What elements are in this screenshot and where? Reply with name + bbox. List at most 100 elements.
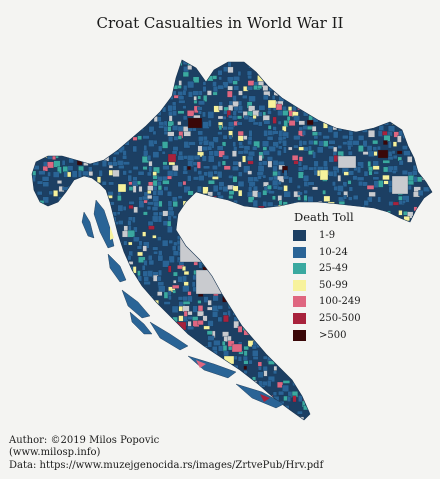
municipality-cell: [182, 405, 188, 412]
municipality-cell: [198, 211, 203, 219]
municipality-cell: [417, 105, 423, 110]
municipality-cell: [132, 136, 138, 141]
municipality-cell: [391, 405, 397, 411]
municipality-cell: [368, 116, 375, 123]
municipality-cell: [216, 145, 224, 151]
municipality-cell: [287, 339, 292, 345]
municipality-cell: [313, 381, 319, 388]
municipality-cell: [192, 176, 200, 181]
municipality-cell: [313, 160, 319, 167]
legend-swatch: [292, 278, 307, 292]
municipality-cell: [387, 406, 391, 412]
municipality-cell: [142, 80, 147, 86]
municipality-cell: [217, 70, 223, 76]
municipality-cell: [62, 245, 67, 251]
municipality-cell: [338, 422, 343, 428]
municipality-cell: [48, 315, 56, 322]
municipality-cell: [68, 215, 73, 220]
municipality-cell: [347, 346, 354, 352]
municipality-cell: [93, 105, 99, 112]
municipality-cell: [142, 406, 149, 411]
municipality-cell: [117, 351, 122, 356]
municipality-cell: [233, 401, 238, 408]
municipality-cell: [228, 305, 234, 310]
municipality-cell: [218, 105, 223, 111]
municipality-cell: [368, 106, 376, 112]
municipality-cell: [418, 60, 423, 62]
municipality-cell: [133, 226, 138, 233]
municipality-cell: [228, 190, 235, 195]
municipality-cell: [33, 331, 38, 339]
municipality-cell: [263, 270, 267, 277]
municipality-cell: [73, 340, 80, 346]
municipality-cell: [312, 60, 318, 66]
municipality-cell: [148, 225, 155, 230]
municipality-cell: [418, 190, 424, 197]
municipality-cell: [427, 396, 432, 401]
municipality-cell: [53, 319, 60, 328]
municipality-cell: [117, 195, 122, 201]
municipality-cell: [378, 180, 384, 188]
municipality-cell: [297, 196, 301, 201]
municipality-cell: [257, 165, 265, 173]
municipality-cell: [276, 215, 284, 221]
municipality-cell: [202, 400, 209, 407]
municipality-cell: [243, 345, 249, 351]
municipality-cell: [172, 421, 176, 424]
municipality-cell: [167, 200, 173, 208]
municipality-cell: [178, 401, 186, 408]
municipality-cell: [162, 61, 169, 69]
municipality-cell: [143, 199, 148, 204]
municipality-cell: [401, 351, 410, 359]
municipality-cell: [168, 396, 174, 403]
municipality-cell: [197, 185, 202, 193]
municipality-cell: [357, 71, 364, 77]
municipality-cell: [43, 236, 50, 244]
municipality-cell: [93, 320, 98, 327]
municipality-cell: [292, 395, 297, 403]
municipality-cell: [222, 211, 229, 215]
municipality-cell: [297, 60, 304, 66]
municipality-cell: [172, 245, 177, 251]
municipality-cell: [353, 119, 358, 128]
municipality-cell: [187, 155, 195, 162]
municipality-cell: [427, 365, 432, 370]
municipality-cell: [411, 310, 419, 318]
municipality-cell: [278, 140, 282, 145]
municipality-cell: [268, 410, 276, 416]
municipality-cell: [32, 110, 36, 117]
municipality-cell: [237, 265, 244, 272]
municipality-cell: [203, 404, 211, 411]
municipality-cell: [187, 235, 194, 242]
municipality-cell: [296, 185, 301, 189]
municipality-cell: [52, 376, 59, 382]
municipality-cell: [402, 105, 409, 112]
municipality-cell: [427, 351, 432, 356]
municipality-cell: [58, 271, 64, 277]
municipality-cell: [122, 361, 128, 369]
municipality-cell: [418, 369, 423, 377]
municipality-cell: [137, 391, 143, 398]
municipality-cell: [308, 69, 312, 77]
municipality-cell: [113, 321, 120, 326]
municipality-cell: [63, 210, 70, 217]
municipality-cell: [277, 120, 282, 125]
municipality-cell: [373, 370, 380, 378]
municipality-cell: [83, 350, 87, 356]
municipality-cell: [247, 160, 254, 165]
municipality-cell: [262, 150, 270, 156]
municipality-cell: [97, 421, 102, 428]
municipality-cell: [208, 356, 213, 363]
municipality-cell: [422, 310, 430, 317]
municipality-cell: [427, 135, 432, 140]
municipality-cell: [198, 100, 205, 106]
municipality-cell: [148, 126, 155, 133]
municipality-cell: [207, 111, 215, 119]
municipality-cell: [163, 421, 169, 425]
municipality-cell: [57, 386, 63, 390]
municipality-cell: [278, 335, 283, 341]
municipality-cell: [82, 281, 87, 287]
municipality-cell: [403, 355, 408, 363]
municipality-cell: [303, 200, 307, 207]
municipality-cell: [132, 370, 140, 376]
